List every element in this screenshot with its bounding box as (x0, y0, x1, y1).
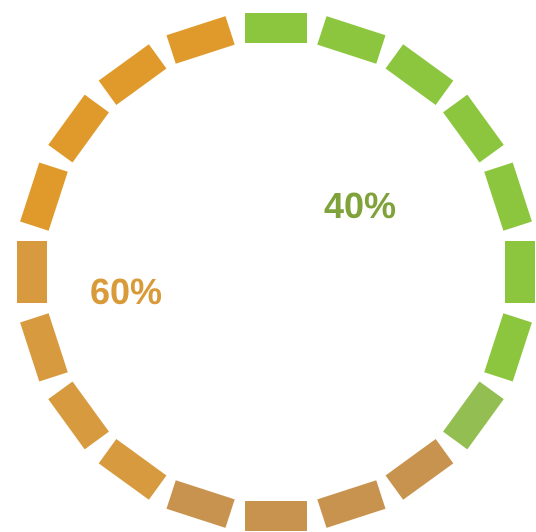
ring-segment-16 (20, 162, 68, 231)
slice-label-60: 60% (90, 271, 162, 312)
ring-segments (17, 13, 535, 531)
ring-segment-13 (48, 381, 109, 450)
ring-segment-1 (317, 16, 386, 64)
ring-segment-19 (166, 16, 235, 64)
ring-segment-2 (385, 44, 454, 105)
ring-segment-12 (98, 439, 167, 500)
ring-segment-4 (484, 162, 532, 231)
ring-segment-15 (17, 241, 47, 303)
ring-segment-18 (98, 44, 167, 105)
ring-segment-0 (245, 13, 307, 43)
ring-segment-7 (443, 381, 504, 450)
slice-label-40: 40% (324, 185, 396, 226)
ring-segment-10 (245, 501, 307, 531)
ring-segment-9 (317, 480, 386, 528)
ring-segment-3 (443, 94, 504, 163)
ring-segment-17 (48, 94, 109, 163)
ring-segment-6 (484, 313, 532, 382)
ring-segment-8 (385, 439, 454, 500)
ring-segment-5 (505, 241, 535, 303)
ring-segment-14 (20, 313, 68, 382)
ring-segment-11 (166, 480, 235, 528)
